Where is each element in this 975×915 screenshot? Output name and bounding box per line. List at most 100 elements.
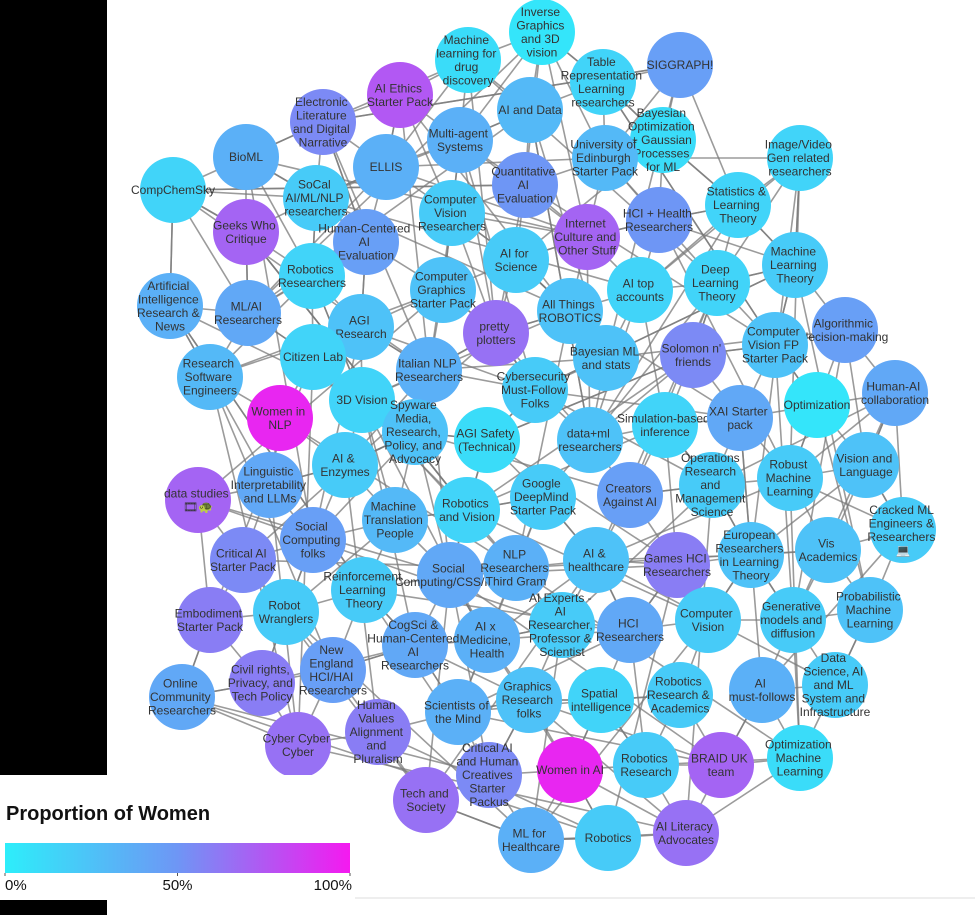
node-circle [660,322,726,388]
node-circle [498,807,564,873]
node: Women in AI [536,737,604,803]
node: AGI Research [328,294,394,360]
node: AI & healthcare [563,527,629,593]
node: BioML [213,124,279,190]
node-circle [215,280,281,346]
node-label: XAI Starter pack [709,404,771,432]
node-circle [454,407,520,473]
node: Italian NLP Researchers [395,337,463,403]
node-circle [367,62,433,128]
node-circle [425,679,491,745]
edge [385,157,606,168]
node-label: Image/Video Gen related researchers [765,138,836,179]
node-label: Computer Vision Researchers [418,193,486,234]
edge [629,282,718,496]
legend-box [0,775,355,900]
node: NLP Researchers Third Gram [480,535,552,601]
node-circle [718,522,784,588]
node-label: Optimization Machine Learning [765,738,835,779]
node-label: Quantitative AI Evaluation [491,165,558,206]
node-label: Machine Learning Theory [770,245,820,286]
node: Robotics Research [613,732,679,798]
node-circle [630,107,696,173]
node-circle [213,199,279,265]
legend: Proportion of Women 0% 50% 100% [0,775,355,900]
node: data+ml researchers [557,407,623,473]
node-label: European Researchers in Learning Theory [715,528,786,583]
node-circle [463,300,529,366]
node: AI top accounts [607,257,673,323]
node-circle [688,732,754,798]
node-label: Google DeepMind Starter Pack [510,477,577,518]
node-circle [537,737,603,803]
node: Creators Against AI [597,462,663,528]
node-circle [647,662,713,728]
black-margin [0,0,107,775]
node: Embodiment Starter Pack [175,587,245,653]
node-label: Bayesian ML and stats [570,344,642,372]
node: AI Literacy Advocates [653,800,719,866]
node-label: ML for Healthcare [502,826,560,854]
node-circle [862,360,928,426]
node-label: Algorithmic decision-making [802,316,889,344]
node-label: Critical AI and Human Creatives Starter … [456,741,521,809]
edge [414,431,631,496]
node-label: BRAID UK team [691,751,751,779]
legend-tick-label: 50% [162,877,192,894]
node-label: Robot Wranglers [259,598,313,626]
node-label: Electronic Literature and Digital Narrat… [293,95,353,150]
node-circle [632,392,698,458]
node-circle [802,652,868,718]
edge [528,699,687,834]
node: Cybersecurity Must-Follow Folks [497,357,573,423]
node: Bayesian ML and stats [570,325,642,391]
node: Citizen Lab [280,324,346,390]
node-label: Multi-agent Systems [429,126,492,154]
node-label: AI for Science [495,246,538,274]
node: Civil rights, Privacy, and Tech Policy [228,650,296,716]
node: Robot Wranglers [253,579,319,645]
node-circle [497,77,563,143]
node: AI & Enzymes [312,432,378,498]
node-label: BioML [229,150,263,164]
node-circle [647,32,713,98]
node-label: Human-AI collaboration [861,379,929,407]
node-label: Tech and Society [400,786,452,814]
node-label: Cyber Cyber Cyber [263,731,334,759]
node: Human-AI collaboration [861,360,929,426]
node: Deep Learning Theory [684,250,750,316]
edge [385,166,588,238]
node: ELLIS [353,134,419,200]
node: Scientists of the Mind [424,679,492,745]
node: Spatial intelligence [568,667,634,733]
edge [528,699,722,766]
node-circle [253,579,319,645]
legend-gradient [5,843,350,873]
node-circle [435,27,501,93]
node-label: Statistics & Learning Theory [707,185,770,226]
node-circle [675,587,741,653]
node-circle [679,452,745,518]
node-label: AI top accounts [616,276,664,304]
node-label: SIGGRAPH! [647,58,714,72]
edge [595,477,791,561]
node-circle [597,597,663,663]
edge [486,439,678,566]
node: data studies 🎞🐢 [164,467,232,533]
node-circle [210,527,276,593]
node-circle [329,367,395,433]
node-label: SoCal AI/ML/NLP researchers [284,178,347,219]
node: XAI Starter pack [707,385,773,451]
node-circle [331,557,397,623]
node-label: AI & healthcare [568,546,624,574]
node: New England HCI/HAI Researchers [299,637,367,703]
node: Optimization Machine Learning [765,725,835,791]
node: Bayesian Optimization + Gaussian Process… [628,106,698,174]
node-circle [456,742,522,808]
node-circle [529,592,595,658]
node: Reinforcement Learning Theory [323,557,405,623]
node-label: Geeks Who Critique [213,218,279,246]
node: CompChemSky [131,157,215,223]
node-circle [570,49,636,115]
node: AI Ethics Starter Pack [367,62,434,128]
